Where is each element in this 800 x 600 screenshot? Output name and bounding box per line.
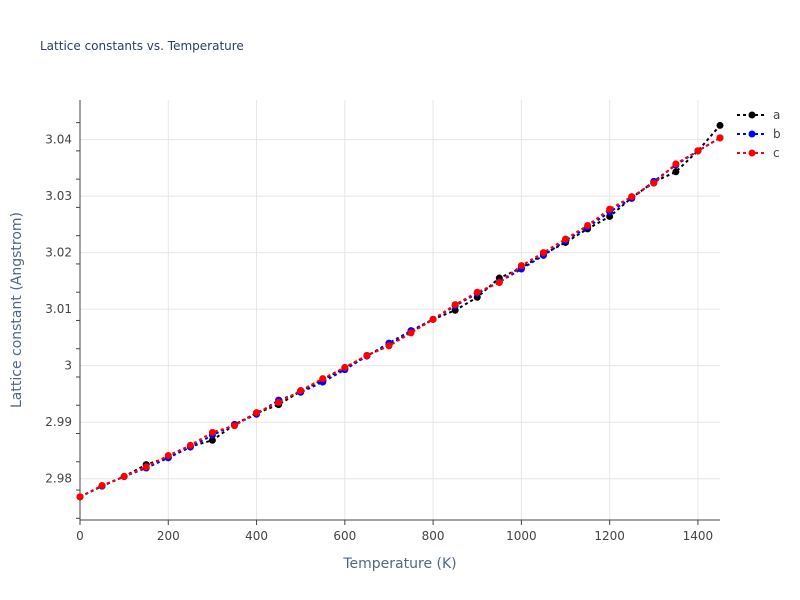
- data-point: [495, 279, 503, 287]
- series-a: [76, 121, 724, 501]
- data-point: [650, 179, 658, 187]
- data-point: [539, 249, 547, 257]
- legend-item: a: [737, 108, 780, 122]
- y-axis-title: Lattice constant (Angstrom): [9, 212, 25, 408]
- legend-item: c: [737, 146, 780, 160]
- data-point: [716, 134, 724, 142]
- data-point: [186, 441, 194, 449]
- data-point: [341, 363, 349, 371]
- legend: abc: [737, 108, 781, 160]
- data-point: [473, 288, 481, 296]
- series-c: [76, 134, 724, 501]
- chart-title: Lattice constants vs. Temperature: [40, 39, 244, 53]
- data-point: [562, 235, 570, 243]
- data-point: [716, 121, 724, 129]
- axes: 0 200 400 600 800 1000 1200 1400 2.98 2.99 3 3.01 3.…: [45, 100, 720, 543]
- data-point: [584, 221, 592, 229]
- series-a-line: [79, 124, 721, 498]
- series-b-line: [79, 137, 721, 498]
- data-point: [694, 147, 702, 155]
- data-point: [407, 329, 415, 337]
- data-point: [297, 387, 305, 395]
- data-point: [606, 205, 614, 213]
- y-tick-label: 3.03: [45, 189, 72, 203]
- y-tick-label: 3.01: [45, 302, 72, 316]
- data-point: [385, 342, 393, 350]
- data-point: [208, 428, 216, 436]
- legend-marker: [748, 149, 756, 157]
- y-tick-label: 3.02: [45, 246, 72, 260]
- data-point: [275, 398, 283, 406]
- legend-item: b: [737, 127, 781, 141]
- data-point: [164, 452, 172, 460]
- data-point: [451, 301, 459, 309]
- y-tick-label: 3: [64, 359, 72, 373]
- x-tick-label: 200: [157, 529, 180, 543]
- data-point: [672, 160, 680, 168]
- data-point: [429, 315, 437, 323]
- data-point: [208, 436, 216, 444]
- x-tick-label: 1400: [683, 529, 714, 543]
- series-layer: [76, 121, 724, 501]
- series-c-line: [79, 137, 721, 498]
- x-tick-label: 1200: [594, 529, 625, 543]
- data-point: [363, 352, 371, 360]
- x-tick-label: 400: [245, 529, 268, 543]
- data-point: [76, 493, 84, 501]
- x-tick-label: 800: [422, 529, 445, 543]
- data-point: [319, 375, 327, 383]
- legend-label: b: [773, 127, 781, 141]
- data-point: [98, 482, 106, 490]
- data-point: [120, 472, 128, 480]
- x-axis-title: Temperature (K): [342, 556, 456, 572]
- legend-marker: [748, 130, 756, 138]
- data-point: [517, 262, 525, 270]
- data-point: [230, 422, 238, 430]
- legend-marker: [748, 111, 756, 119]
- x-tick-label: 0: [76, 529, 84, 543]
- data-point: [628, 193, 636, 201]
- grid: [80, 100, 720, 520]
- y-tick-label: 2.99: [45, 415, 72, 429]
- y-tick-label: 2.98: [45, 472, 72, 486]
- legend-label: a: [773, 108, 780, 122]
- series-b: [76, 134, 724, 501]
- data-point: [672, 168, 680, 176]
- data-point: [253, 409, 261, 417]
- x-tick-label: 1000: [506, 529, 537, 543]
- legend-label: c: [773, 146, 780, 160]
- x-tick-label: 600: [333, 529, 356, 543]
- data-point: [142, 463, 150, 471]
- y-tick-label: 3.04: [45, 133, 72, 147]
